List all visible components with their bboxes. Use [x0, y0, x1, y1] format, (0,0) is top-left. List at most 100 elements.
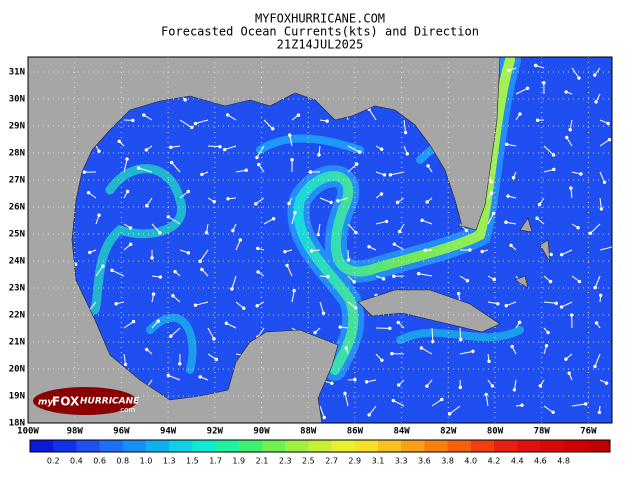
lon-label: 82W: [440, 427, 457, 437]
arrow-head: [465, 278, 470, 283]
arrow-head: [128, 226, 133, 230]
arrow-head: [397, 383, 401, 387]
arrow-shaft: [235, 169, 247, 173]
arrow-head: [606, 121, 610, 126]
arrow-head: [355, 162, 359, 166]
valid-time: 21Z14JUL2025: [277, 38, 364, 52]
arrow-shaft: [487, 213, 494, 225]
map-area: [28, 57, 612, 423]
arrow-head: [145, 204, 149, 208]
arrow-shaft: [459, 350, 473, 355]
arrow-head: [594, 100, 598, 104]
arrow-shaft: [111, 269, 125, 277]
arrow-shaft: [195, 301, 209, 306]
arrow-head: [567, 371, 571, 375]
colorbar-label: 3.3: [395, 457, 408, 466]
colorbar-swatch: [146, 440, 170, 452]
lat-label: 18N: [9, 419, 25, 429]
arrow-head: [367, 413, 371, 417]
arrow-head: [405, 152, 409, 156]
lon-label: 88W: [300, 427, 317, 437]
arrow-head: [101, 264, 105, 268]
arrow-shaft: [403, 119, 407, 133]
arrow-head: [325, 119, 329, 123]
arrow-shaft: [599, 197, 602, 209]
arrow-head: [230, 287, 234, 291]
arrow-head: [512, 388, 517, 392]
arrow-head: [169, 160, 174, 165]
arrow-head: [593, 285, 597, 290]
arrow-shaft: [319, 301, 325, 314]
arrow-head: [559, 252, 564, 257]
graticule: [28, 57, 612, 423]
arrow-head: [293, 211, 297, 215]
logo-badge: [33, 387, 137, 415]
arrow-shaft: [170, 327, 181, 337]
arrow-head: [576, 226, 580, 230]
arrow-shaft: [168, 216, 181, 225]
arrow-head: [391, 398, 396, 403]
colorbar-swatch: [424, 440, 449, 452]
arrow-head: [117, 139, 121, 143]
colorbar-label: 0.8: [116, 457, 129, 466]
arrow-head: [520, 403, 524, 407]
arrow-head: [271, 127, 275, 131]
arrow-head: [86, 190, 91, 195]
arrow-head: [169, 334, 173, 338]
arrow-head: [296, 113, 301, 117]
colorbar-label: 4.4: [511, 457, 524, 466]
logo-brand: FOX: [52, 395, 80, 409]
arrow-head: [506, 68, 511, 73]
lat-label: 24N: [9, 257, 25, 267]
arrow-head: [551, 410, 555, 414]
arrow-head: [537, 202, 542, 207]
arrow-head: [364, 380, 369, 384]
arrow-head: [388, 326, 392, 331]
arrow-head: [326, 274, 330, 279]
arrow-head: [489, 191, 494, 195]
colorbar-swatch: [331, 440, 356, 452]
arrow-head: [287, 201, 291, 206]
colorbar-label: 1.7: [209, 457, 222, 466]
arrow-head: [392, 242, 397, 246]
colorbar-label: 4.2: [488, 457, 501, 466]
arrow-head: [144, 148, 149, 152]
arrow-head: [505, 142, 509, 147]
arrow-head: [150, 256, 154, 260]
lat-label: 22N: [9, 311, 25, 321]
arrow-head: [607, 137, 612, 142]
arrow-head: [489, 180, 493, 184]
arrow-head: [447, 412, 452, 416]
arrow-head: [487, 359, 491, 364]
colorbar-swatch: [53, 440, 77, 452]
colorbar-label: 2.9: [348, 457, 361, 466]
lat-label: 20N: [9, 365, 25, 375]
colorbar-label: 2.5: [302, 457, 315, 466]
arrow-head: [186, 189, 190, 194]
arrow-head: [388, 173, 393, 177]
arrow-head: [564, 90, 568, 94]
arrow-head: [420, 218, 424, 223]
colorbar-swatch: [354, 440, 379, 452]
logo-my: my: [38, 398, 54, 408]
arrow-shaft: [138, 167, 153, 173]
colorbar-swatch: [192, 440, 217, 452]
arrow-head: [588, 231, 593, 235]
arrow-head: [97, 213, 101, 217]
arrow-head: [183, 98, 187, 102]
arrow-shaft: [394, 243, 405, 251]
arrow-head: [517, 320, 522, 325]
lat-label: 21N: [9, 338, 25, 348]
arrow-head: [308, 170, 313, 174]
colorbar-swatch: [563, 440, 588, 452]
arrow-head: [384, 219, 389, 224]
arrow-head: [204, 231, 209, 235]
colorbar-label: 3.8: [441, 457, 454, 466]
colorbar-label: 0.2: [47, 457, 60, 466]
arrow-head: [458, 385, 463, 390]
arrow-shaft: [319, 197, 332, 203]
arrow-head: [549, 252, 553, 257]
arrow-head: [123, 362, 128, 367]
